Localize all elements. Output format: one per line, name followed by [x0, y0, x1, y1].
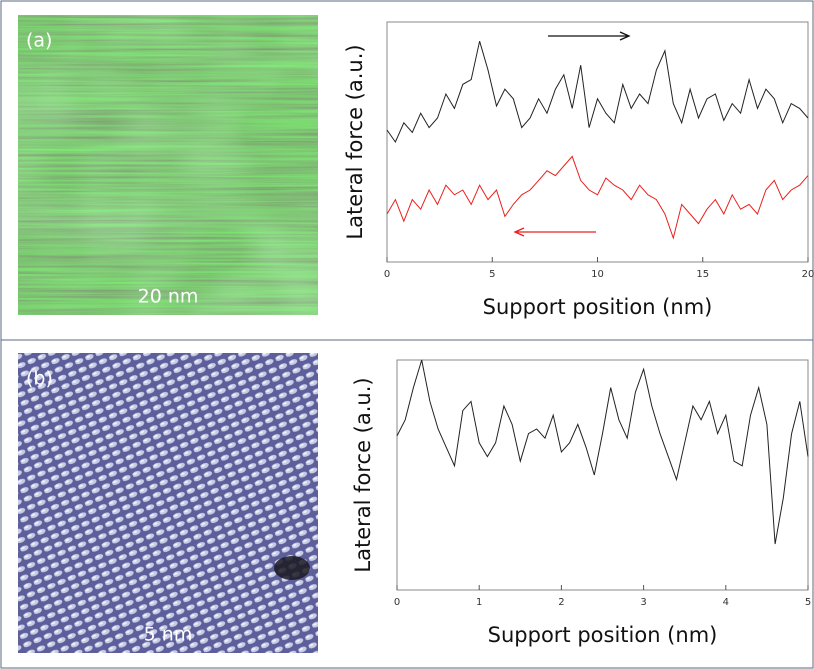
- arrow-forward: [548, 31, 631, 41]
- scale-bar-label: 5 nm: [144, 624, 193, 646]
- panel-label: (b): [26, 368, 53, 390]
- trace: [396, 359, 809, 545]
- y-axis-label: Lateral force (a.u.): [343, 44, 367, 239]
- x-tick-label: 4: [723, 597, 729, 608]
- x-tick-label: 5: [805, 597, 811, 608]
- x-tick-label: 0: [394, 597, 400, 608]
- x-tick-label: 0: [384, 269, 390, 280]
- x-axis-label: Support position (nm): [483, 295, 713, 319]
- x-tick-label: 3: [640, 597, 646, 608]
- x-tick-label: 10: [591, 269, 604, 280]
- x-axis-label: Support position (nm): [488, 623, 718, 647]
- afm-image-a: [18, 15, 318, 315]
- x-tick-label: 20: [802, 269, 814, 280]
- y-axis-label: Lateral force (a.u.): [351, 377, 375, 572]
- arrow-backward: [513, 227, 596, 237]
- scale-bar-label: 20 nm: [138, 286, 199, 308]
- x-tick-label: 15: [696, 269, 709, 280]
- panel-label: (a): [26, 30, 52, 52]
- x-tick-label: 2: [558, 597, 564, 608]
- plot-frame: [396, 359, 809, 591]
- trace: [386, 41, 809, 144]
- plot-frame: [386, 21, 809, 263]
- afm-image-b: [18, 353, 318, 653]
- x-tick-label: 5: [489, 269, 495, 280]
- x-tick-label: 1: [476, 597, 482, 608]
- trace: [386, 155, 809, 240]
